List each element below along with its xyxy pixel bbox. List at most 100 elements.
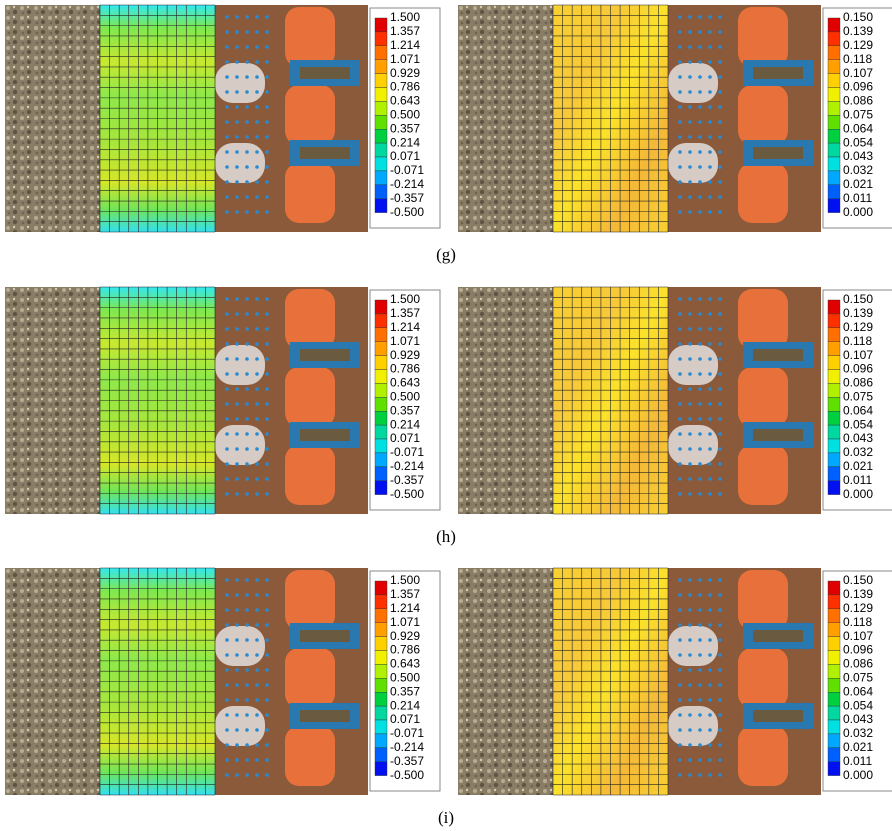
bolt — [718, 492, 722, 496]
bolt — [708, 135, 712, 139]
legend-label: 0.643 — [390, 376, 420, 390]
bolt — [225, 387, 229, 391]
legend-swatch — [828, 18, 840, 32]
bolt — [688, 668, 692, 672]
bolt — [245, 327, 249, 331]
bolt — [678, 578, 682, 582]
bolt — [255, 75, 259, 79]
bolt — [698, 105, 702, 109]
bolt — [265, 327, 269, 331]
bolt — [245, 297, 249, 301]
bolt — [255, 357, 259, 361]
bolt — [245, 462, 249, 466]
bolt — [265, 312, 269, 316]
bolt — [698, 773, 702, 777]
legend-label: 0.500 — [390, 389, 420, 403]
bolt — [718, 342, 722, 346]
bolt — [235, 462, 239, 466]
legend-label: 0.096 — [843, 643, 873, 657]
bolt — [265, 773, 269, 777]
bolt — [265, 165, 269, 169]
bolt — [688, 75, 692, 79]
bolt — [225, 402, 229, 406]
panel: 1.5001.3571.2141.0710.9290.7860.6430.500… — [5, 568, 440, 795]
bolt — [255, 402, 259, 406]
bolt — [708, 387, 712, 391]
bolt — [245, 728, 249, 732]
bolt — [255, 342, 259, 346]
bolt — [718, 758, 722, 762]
bolt — [688, 492, 692, 496]
bolt — [698, 45, 702, 49]
bolt — [235, 593, 239, 597]
legend-swatch — [375, 720, 387, 734]
bolt — [688, 447, 692, 451]
orange-tube — [738, 367, 788, 427]
bolt — [688, 297, 692, 301]
legend-swatch — [828, 734, 840, 748]
bolt — [718, 417, 722, 421]
bolt — [718, 105, 722, 109]
bolt — [718, 432, 722, 436]
bolt — [265, 623, 269, 627]
bolt — [718, 623, 722, 627]
legend-swatch — [375, 143, 387, 157]
bolt — [225, 150, 229, 154]
bolt — [225, 447, 229, 451]
legend-swatch — [375, 185, 387, 199]
bolt — [718, 593, 722, 597]
legend-swatch — [375, 678, 387, 692]
bolt — [698, 447, 702, 451]
bolt — [255, 623, 259, 627]
bolt — [678, 150, 682, 154]
legend-swatch — [828, 199, 840, 213]
bolt — [235, 195, 239, 199]
bolt — [225, 668, 229, 672]
bolt — [678, 623, 682, 627]
bolt — [698, 75, 702, 79]
bolt — [235, 135, 239, 139]
bolt — [265, 713, 269, 717]
bolt — [245, 180, 249, 184]
bolt — [245, 210, 249, 214]
bolt — [235, 773, 239, 777]
bolt — [265, 477, 269, 481]
legend-label: 0.032 — [843, 445, 873, 459]
bolt — [718, 15, 722, 19]
bolt — [255, 462, 259, 466]
bolt — [698, 297, 702, 301]
bolt — [698, 90, 702, 94]
bolt — [265, 683, 269, 687]
bolt — [678, 668, 682, 672]
bolt — [235, 210, 239, 214]
bolt — [255, 15, 259, 19]
bolt — [718, 135, 722, 139]
bolt — [678, 447, 682, 451]
bolt — [718, 60, 722, 64]
clamp-slot — [300, 147, 350, 159]
bolt — [235, 45, 239, 49]
bolt — [688, 653, 692, 657]
bolt — [678, 462, 682, 466]
bolt — [225, 195, 229, 199]
legend-label: 1.214 — [390, 38, 420, 52]
bolt — [255, 728, 259, 732]
legend-label: -0.214 — [390, 459, 424, 473]
bolt — [245, 372, 249, 376]
legend-label: 0.075 — [843, 107, 873, 121]
legend-label: 0.000 — [843, 768, 873, 782]
bolt — [235, 105, 239, 109]
legend-swatch — [828, 88, 840, 102]
legend-label: 0.064 — [843, 403, 873, 417]
bolt — [225, 462, 229, 466]
bolt — [718, 327, 722, 331]
bolt — [678, 683, 682, 687]
legend-swatch — [375, 171, 387, 185]
bolt — [718, 210, 722, 214]
bolt — [678, 728, 682, 732]
bolt — [698, 492, 702, 496]
bolt — [688, 150, 692, 154]
bolt — [708, 15, 712, 19]
bolt — [255, 210, 259, 214]
bolt — [265, 432, 269, 436]
